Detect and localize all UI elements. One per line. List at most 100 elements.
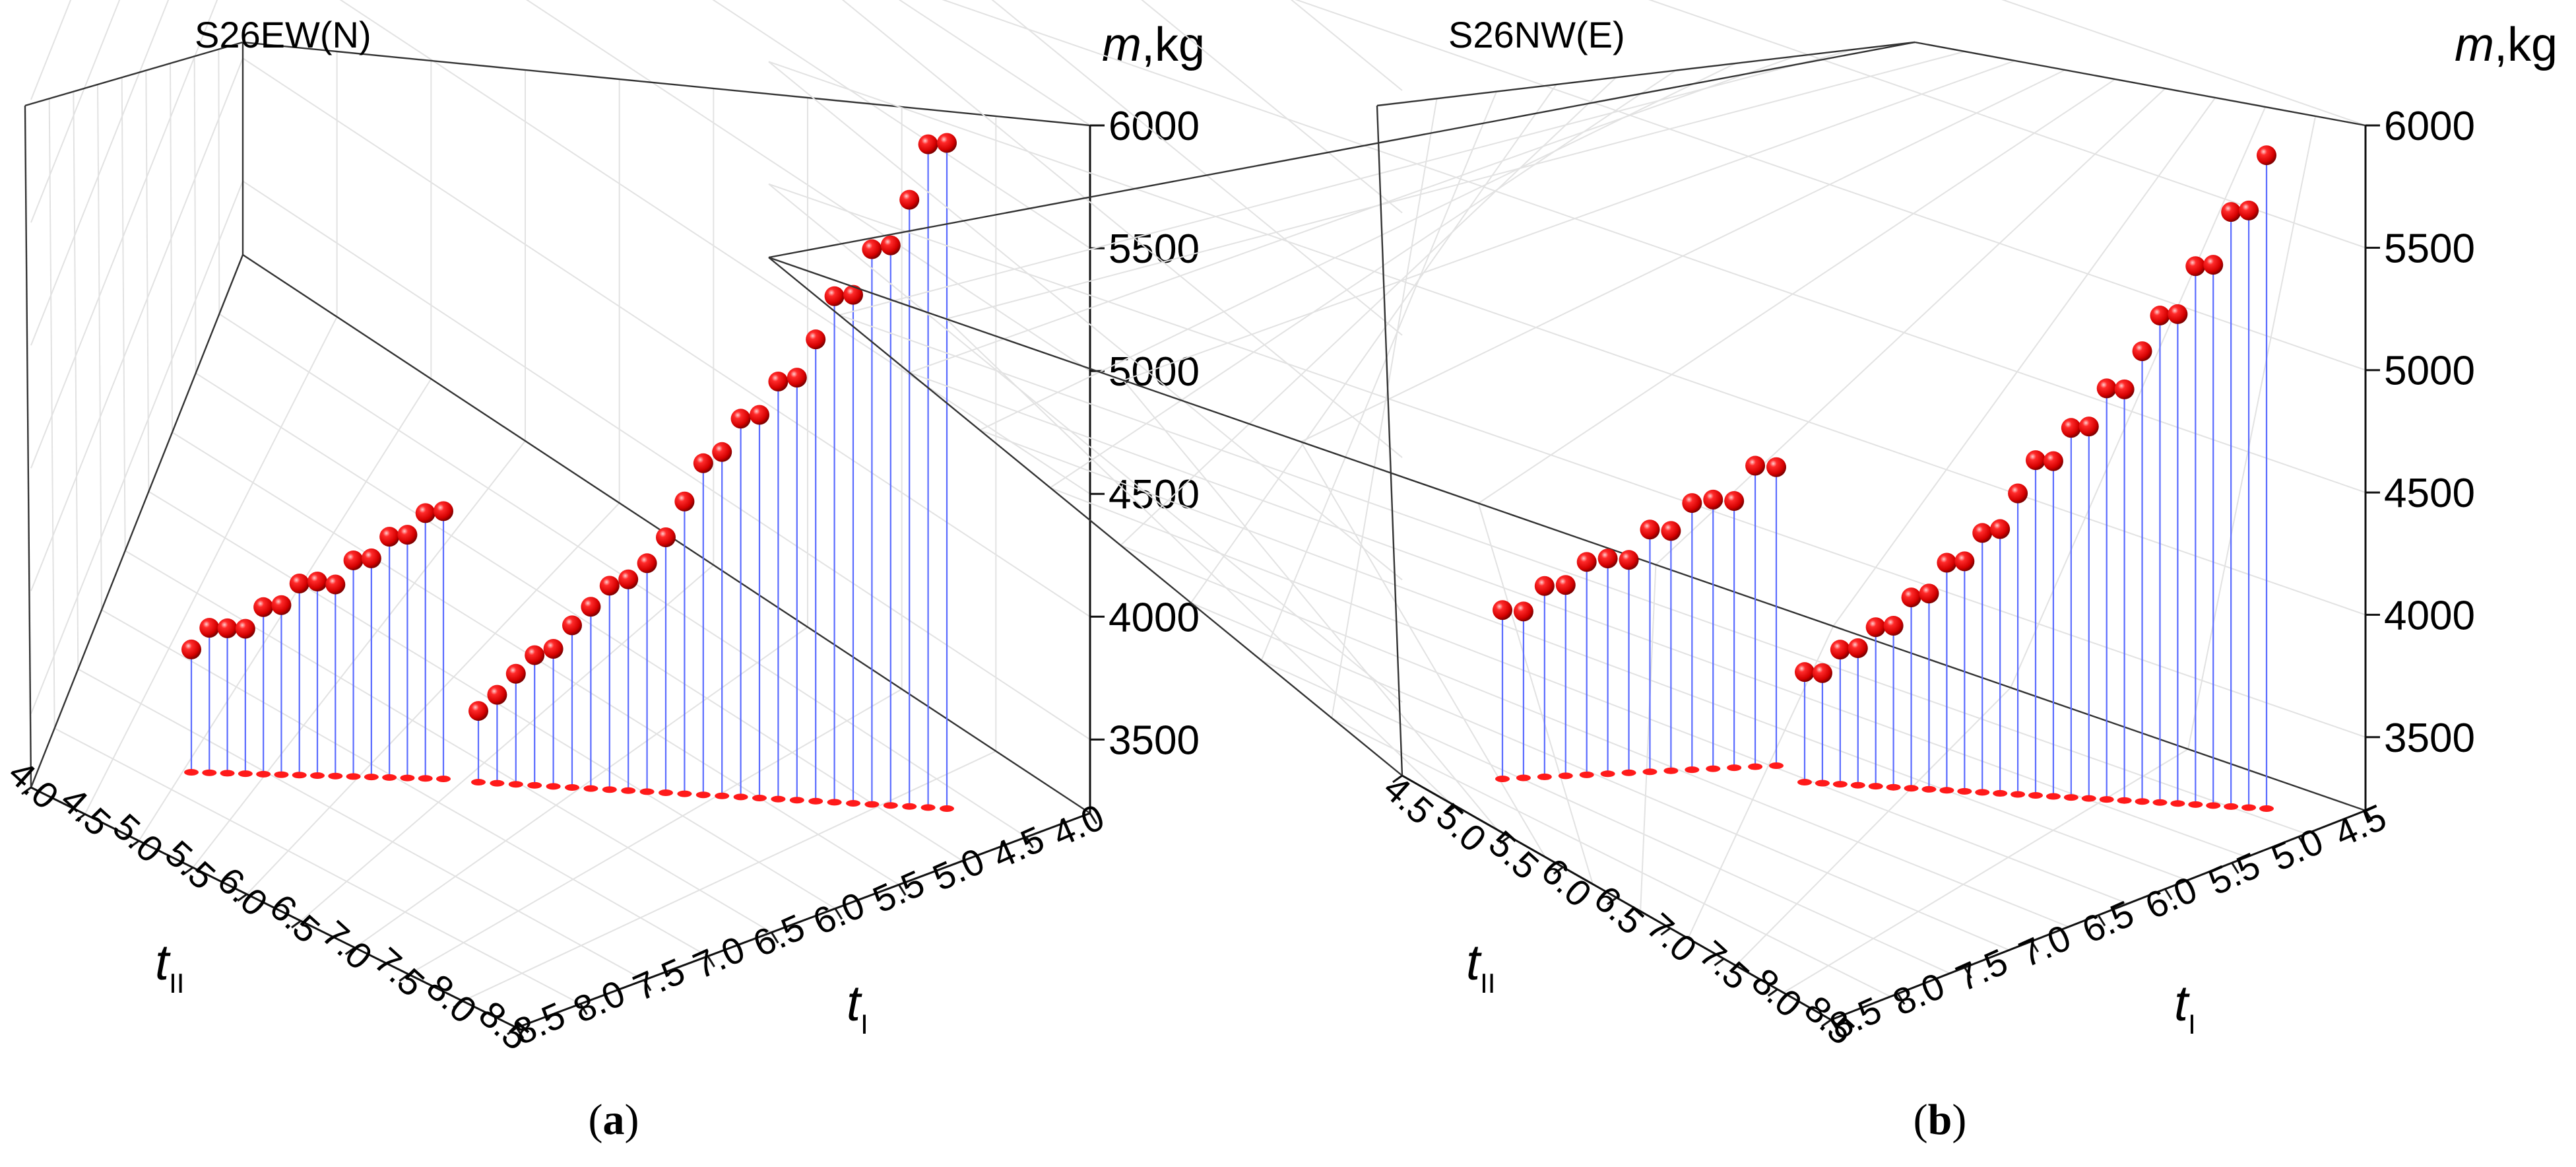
z-tick-label: 5500 xyxy=(2384,226,2475,271)
data-point xyxy=(656,527,676,547)
data-point xyxy=(787,368,807,388)
tI-tick xyxy=(2164,888,2173,900)
tI-axis-label-var: t xyxy=(847,976,862,1032)
data-point xyxy=(325,574,346,595)
stem-base-marker xyxy=(1748,763,1763,770)
stem-base-marker xyxy=(2188,801,2203,808)
stem-base-marker xyxy=(292,772,307,779)
tII-tick xyxy=(1392,774,1403,784)
tI-axis-label-sub: I xyxy=(2188,1009,2196,1040)
gridline xyxy=(768,61,2366,616)
data-point xyxy=(199,618,220,638)
gridline xyxy=(1120,545,2069,928)
caption-close: ) xyxy=(1952,1096,1966,1144)
caption-letter: b xyxy=(1928,1096,1952,1144)
stem-base-marker xyxy=(2152,799,2168,806)
stem-base-marker xyxy=(940,805,954,812)
tII-axis-label-var: t xyxy=(1466,935,1482,991)
stem-base-marker xyxy=(1993,789,2008,797)
tI-axis-label-sub: I xyxy=(860,1009,868,1040)
z-tick-label: 6000 xyxy=(1109,104,1200,149)
data-point xyxy=(379,527,400,547)
tI-tick xyxy=(834,908,843,920)
gridline xyxy=(300,564,714,921)
stem-base-marker xyxy=(1921,785,1937,793)
left-series xyxy=(181,501,453,782)
gridline xyxy=(909,372,2247,858)
tII-tick xyxy=(399,973,410,982)
gridline xyxy=(909,55,1796,374)
tI-tick xyxy=(961,860,971,873)
data-point xyxy=(674,491,695,512)
stem-base-marker xyxy=(827,799,842,806)
tI-tick xyxy=(1896,993,1906,1005)
gridline xyxy=(1478,79,2116,504)
stem-base-marker xyxy=(1868,783,1883,790)
tII-tick xyxy=(453,1000,464,1009)
axis-line xyxy=(30,254,244,788)
gridline xyxy=(1783,749,2189,993)
axis-line xyxy=(1376,105,1403,776)
data-point xyxy=(1766,457,1786,477)
stem-base-marker xyxy=(1797,779,1812,785)
data-point xyxy=(253,597,274,617)
stem-base-marker xyxy=(639,788,655,795)
tII-tick xyxy=(21,786,32,795)
stem-base-marker xyxy=(2063,794,2078,801)
data-point xyxy=(862,239,882,259)
data-point xyxy=(1724,490,1745,511)
axis-line xyxy=(242,41,1091,127)
data-point xyxy=(1640,519,1660,540)
z-axis-label-unit: ,kg xyxy=(2494,18,2558,71)
data-point xyxy=(2221,202,2241,222)
axis-line-tII xyxy=(30,786,517,1029)
data-point xyxy=(1901,587,1921,608)
left-series xyxy=(1493,455,1786,782)
gridline xyxy=(1260,91,1498,661)
stem-base-marker xyxy=(771,795,786,803)
axis-line xyxy=(768,257,1403,776)
gridline xyxy=(30,0,1091,372)
tI-tick-label: 4.5 xyxy=(986,818,1050,877)
tII-tick xyxy=(1499,836,1510,844)
tI-tick xyxy=(2030,941,2040,952)
panel-b: 3500400045005000550060004.55.05.56.06.57… xyxy=(768,0,2558,1144)
gridline xyxy=(1477,503,1594,884)
data-point xyxy=(1919,584,1939,604)
data-point xyxy=(1990,519,2011,539)
tII-tick xyxy=(129,840,140,849)
data-point xyxy=(1597,549,1618,569)
tI-tick xyxy=(643,979,652,991)
stem-base-marker xyxy=(1558,772,1573,780)
tII-axis-label-sub: II xyxy=(1480,968,1495,999)
tI-tick-label: 7.5 xyxy=(627,950,691,1009)
data-point xyxy=(730,409,751,429)
data-point xyxy=(1830,640,1850,660)
gridline xyxy=(946,318,1450,803)
tII-tick xyxy=(291,920,302,929)
stem-base-marker xyxy=(1579,771,1594,778)
stem-base-marker xyxy=(2206,802,2221,809)
stem-base-marker xyxy=(2259,805,2274,812)
tI-axis-label: tI xyxy=(2174,976,2196,1040)
stem-base-marker xyxy=(2099,796,2114,803)
data-point xyxy=(1493,600,1512,620)
gridline xyxy=(839,48,1855,316)
stem-base-marker xyxy=(418,775,433,782)
chart-title: S26NW(E) xyxy=(1448,14,1625,55)
stem-base-marker xyxy=(621,787,636,794)
z-tick-label: 5000 xyxy=(1109,349,1200,395)
gridline xyxy=(2010,106,2267,688)
tI-tick-label: 6.5 xyxy=(747,906,811,964)
stem-base-marker xyxy=(1621,769,1636,776)
data-point xyxy=(599,576,620,596)
tI-tick xyxy=(1830,1019,1839,1031)
gridline xyxy=(1331,717,1891,997)
data-point xyxy=(712,442,732,462)
tII-tick xyxy=(1767,988,1778,997)
tII-axis-label-sub: II xyxy=(169,968,184,999)
data-point xyxy=(768,371,789,391)
tI-tick-label: 5.0 xyxy=(926,840,990,898)
data-point xyxy=(2150,306,2170,326)
stem-base-marker xyxy=(202,769,217,776)
